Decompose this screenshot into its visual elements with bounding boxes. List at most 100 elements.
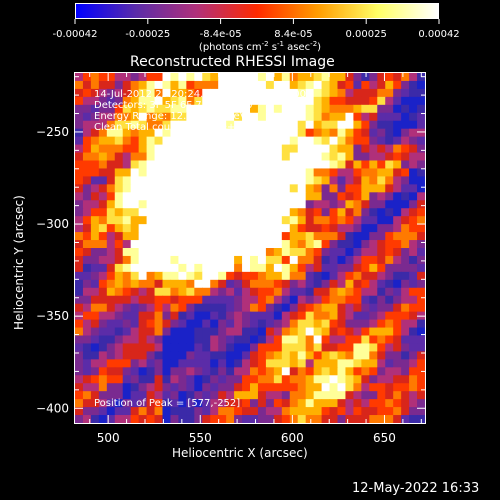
heatmap-cell bbox=[82, 240, 92, 249]
heatmap-cell bbox=[106, 73, 116, 82]
heatmap-cell bbox=[369, 208, 378, 217]
heatmap-cell bbox=[369, 351, 378, 360]
heatmap-cell bbox=[250, 200, 259, 209]
heatmap-cell bbox=[401, 279, 410, 289]
heatmap-cell bbox=[138, 160, 148, 170]
heatmap-cell bbox=[75, 391, 84, 400]
heatmap-cell bbox=[114, 144, 124, 154]
heatmap-cell bbox=[98, 279, 108, 289]
heatmap-cell bbox=[329, 232, 339, 241]
heatmap-cell bbox=[250, 160, 259, 170]
heatmap-cell bbox=[242, 112, 251, 122]
heatmap-cell bbox=[162, 248, 172, 257]
heatmap-cell bbox=[218, 295, 227, 305]
heatmap-cell bbox=[265, 160, 275, 170]
heatmap-cell bbox=[353, 176, 362, 185]
heatmap-cell bbox=[281, 263, 291, 273]
heatmap-cell bbox=[401, 168, 410, 177]
heatmap-cell bbox=[409, 160, 418, 170]
heatmap-cell bbox=[234, 367, 243, 376]
heatmap-cell bbox=[90, 327, 100, 337]
heatmap-cell bbox=[130, 216, 140, 225]
heatmap-cell bbox=[417, 391, 425, 400]
heatmap-cell bbox=[194, 176, 203, 185]
heatmap-cell bbox=[90, 287, 100, 297]
heatmap-cell bbox=[273, 176, 283, 185]
heatmap-cell bbox=[75, 120, 84, 130]
heatmap-cell bbox=[401, 303, 410, 313]
heatmap-cell bbox=[361, 335, 370, 345]
heatmap-cell bbox=[242, 248, 251, 257]
heatmap-cell bbox=[417, 192, 425, 201]
heatmap-cell bbox=[409, 351, 418, 360]
heatmap-cell bbox=[369, 216, 378, 225]
heatmap-cell bbox=[122, 391, 132, 400]
heatmap-cell bbox=[154, 248, 164, 257]
heatmap-cell bbox=[345, 240, 354, 249]
heatmap-cell bbox=[210, 104, 219, 114]
heatmap-cell bbox=[361, 407, 370, 416]
heatmap-cell bbox=[305, 160, 315, 170]
heatmap-cell bbox=[281, 73, 291, 82]
heatmap-cell bbox=[234, 216, 243, 225]
heatmap-cell bbox=[114, 359, 124, 368]
heatmap-cell bbox=[385, 96, 394, 106]
heatmap-cell bbox=[417, 351, 425, 360]
heatmap-cell bbox=[106, 263, 116, 273]
heatmap-cell bbox=[305, 200, 315, 209]
heatmap-cell bbox=[154, 160, 164, 170]
heatmap-cell bbox=[90, 232, 100, 241]
heatmap-cell bbox=[122, 359, 132, 368]
heatmap-cell bbox=[162, 80, 172, 90]
heatmap-cell bbox=[265, 271, 275, 281]
heatmap-cell bbox=[218, 415, 227, 423]
heatmap-cell bbox=[146, 383, 156, 392]
heatmap-cell bbox=[218, 407, 227, 416]
heatmap-cell bbox=[210, 287, 219, 297]
heatmap-cell bbox=[162, 391, 172, 400]
heatmap-cell bbox=[194, 80, 203, 90]
heatmap-cell bbox=[162, 192, 172, 201]
heatmap-cell bbox=[114, 136, 124, 146]
heatmap-cell bbox=[130, 240, 140, 249]
heatmap-cell bbox=[106, 359, 116, 368]
heatmap-cell bbox=[90, 279, 100, 289]
heatmap-cell bbox=[154, 271, 164, 281]
heatmap-cell bbox=[90, 383, 100, 392]
heatmap-cell bbox=[138, 271, 148, 281]
heatmap-cell bbox=[226, 112, 235, 122]
heatmap-cell bbox=[281, 248, 291, 257]
heatmap-cell bbox=[202, 152, 211, 162]
heatmap-cell bbox=[417, 184, 425, 193]
heatmap-cell bbox=[162, 367, 172, 376]
heatmap-cell bbox=[265, 335, 275, 345]
heatmap-cell bbox=[337, 375, 347, 384]
heatmap-cell bbox=[385, 136, 394, 146]
heatmap-cell bbox=[106, 184, 116, 193]
heatmap-cell bbox=[194, 287, 203, 297]
heatmap-cell bbox=[154, 104, 164, 114]
heatmap-cell bbox=[369, 319, 378, 329]
heatmap-cell bbox=[98, 144, 108, 154]
heatmap-cell bbox=[226, 407, 235, 416]
heatmap-cell bbox=[75, 327, 84, 337]
heatmap-cell bbox=[138, 232, 148, 241]
heatmap-cell bbox=[194, 399, 203, 408]
heatmap-cell bbox=[281, 271, 291, 281]
heatmap-cell bbox=[257, 184, 267, 193]
heatmap-cell bbox=[361, 168, 370, 177]
heatmap-cell bbox=[82, 391, 92, 400]
heatmap-cell bbox=[122, 311, 132, 321]
heatmap-cell bbox=[82, 351, 92, 360]
heatmap-cell bbox=[202, 73, 211, 82]
heatmap-cell bbox=[242, 192, 251, 201]
heatmap-cell bbox=[234, 335, 243, 345]
heatmap-cell bbox=[210, 136, 219, 146]
heatmap-cell bbox=[106, 351, 116, 360]
heatmap-cell bbox=[289, 136, 299, 146]
heatmap-cell bbox=[305, 271, 315, 281]
heatmap-cell bbox=[321, 295, 331, 305]
heatmap-cell bbox=[393, 136, 402, 146]
heatmap-cell bbox=[234, 192, 243, 201]
heatmap-cell bbox=[82, 295, 92, 305]
